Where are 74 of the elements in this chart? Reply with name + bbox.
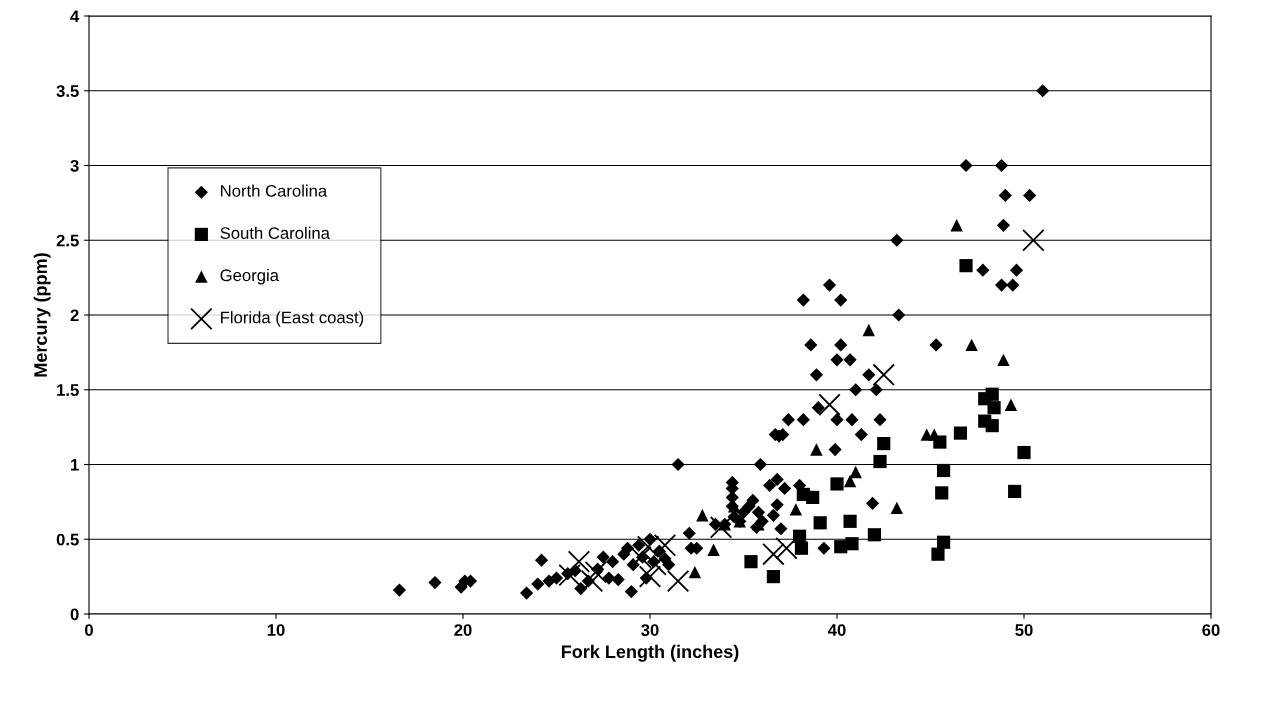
point [845,537,859,551]
y-tick-label: 0.5 [56,533,79,546]
point [985,387,999,401]
x-tick-label: 20 [454,624,472,636]
point [1017,445,1031,460]
point [653,534,677,557]
x-tick-label: 40 [827,624,846,636]
point [567,550,591,573]
point [830,477,844,491]
y-axis-title: Mercury (ppm) [33,253,51,377]
point [709,516,733,539]
point [696,509,709,522]
point [953,426,968,440]
point [935,486,949,500]
point [813,516,827,530]
x-tick-label: 0 [85,624,93,636]
point [1008,484,1022,498]
x-tick-label: 10 [267,624,285,636]
legend-label: Georgia [220,268,279,285]
point [1022,229,1045,252]
point [584,560,607,584]
point [862,323,875,337]
point [965,338,978,352]
legend-label: Florida (East coast) [221,311,364,327]
point [638,565,662,588]
point [1004,398,1018,411]
x-axis-title: Fork Length (inches) [561,644,739,662]
point [872,363,895,387]
point [688,565,702,579]
point [843,474,857,488]
point [877,436,891,451]
point [985,419,999,433]
point [873,454,887,469]
point [762,542,785,566]
point [636,535,660,558]
point [937,463,951,478]
point [849,465,862,479]
y-tick-label: 2.5 [56,234,79,247]
point [794,541,809,555]
y-tick-label: 3.5 [56,85,79,97]
point [558,563,581,587]
point [810,443,823,456]
point [644,553,667,576]
y-tick-label: 0 [70,608,79,621]
point [931,547,945,561]
point [666,569,690,593]
point [950,219,963,232]
point [733,515,746,528]
legend-label: South Carolina [220,226,330,239]
x-tick-label: 30 [641,624,659,636]
y-tick-label: 4 [70,10,80,23]
point [766,570,781,584]
legend-label: North Carolina [221,184,328,197]
point [867,528,881,542]
y-tick-label: 2 [70,309,79,322]
point [580,569,604,593]
point [818,393,841,416]
point [937,535,951,549]
point [806,490,820,504]
point [987,401,1001,415]
point [744,555,758,569]
point [629,545,652,569]
point [707,543,720,556]
y-tick-label: 1 [71,459,79,471]
point [775,537,798,560]
point [890,501,904,515]
point [959,259,973,273]
x-tick-label: 50 [1015,624,1033,636]
point [843,514,857,528]
y-tick-label: 1.5 [57,384,79,396]
point [789,503,803,516]
x-tick-label: 60 [1202,624,1220,636]
y-tick-label: 3 [70,159,79,172]
point [997,353,1010,367]
